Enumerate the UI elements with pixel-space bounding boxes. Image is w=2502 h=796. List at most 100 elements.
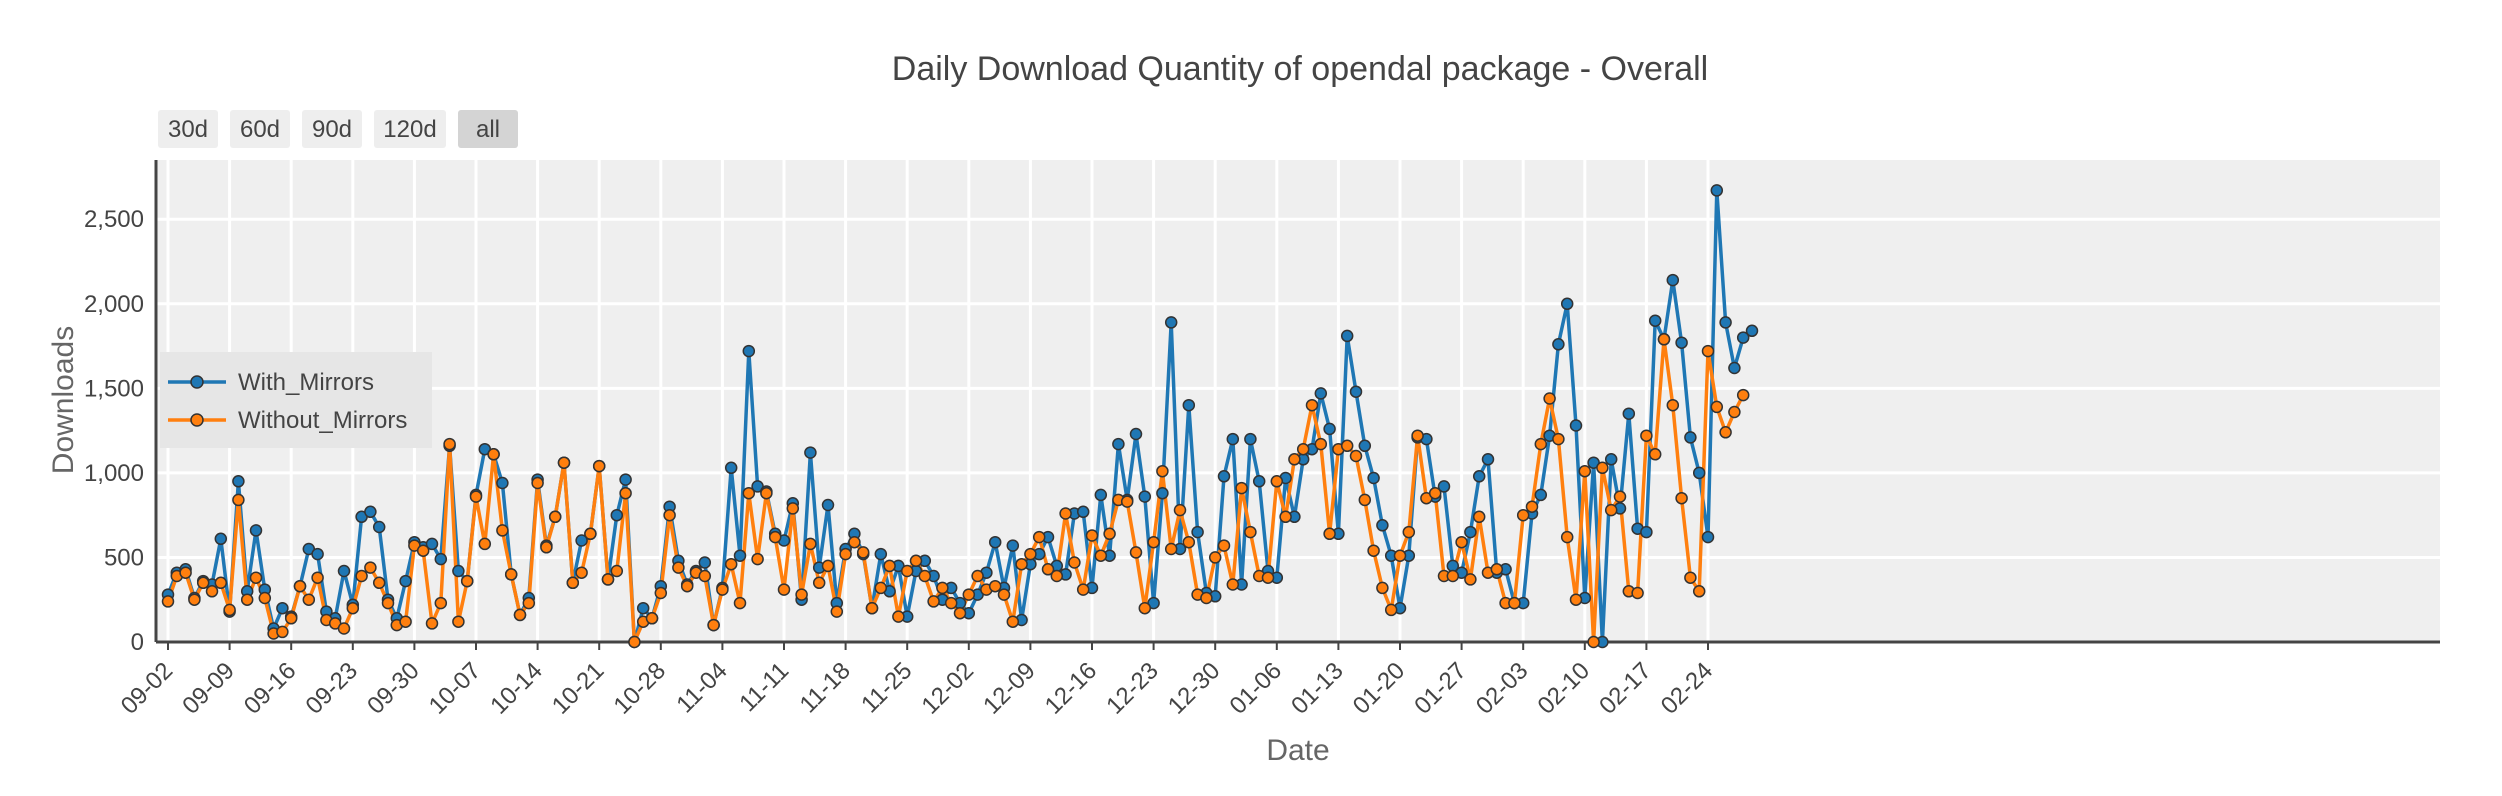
- data-point[interactable]: [1006, 539, 1020, 552]
- legend-item-with-mirrors[interactable]: With_Mirrors: [168, 369, 374, 396]
- data-point[interactable]: [1059, 507, 1072, 520]
- range-button-60d[interactable]: 60d: [230, 110, 290, 148]
- data-point[interactable]: [205, 585, 219, 598]
- data-point[interactable]: [1675, 491, 1688, 505]
- range-button-all[interactable]: all: [458, 110, 518, 148]
- data-point[interactable]: [1525, 500, 1539, 513]
- data-point[interactable]: [1182, 535, 1196, 549]
- data-point[interactable]: [276, 625, 289, 639]
- data-point[interactable]: [1349, 449, 1363, 463]
- range-button-30d[interactable]: 30d: [158, 110, 218, 148]
- data-point[interactable]: [1648, 314, 1662, 327]
- data-point[interactable]: [1604, 453, 1618, 466]
- data-point[interactable]: [1552, 432, 1565, 446]
- data-point[interactable]: [1156, 486, 1169, 500]
- data-point[interactable]: [1569, 593, 1583, 606]
- data-point[interactable]: [698, 556, 712, 569]
- data-point[interactable]: [1622, 407, 1636, 420]
- data-point[interactable]: [1631, 586, 1644, 600]
- data-point[interactable]: [1191, 525, 1204, 539]
- data-point[interactable]: [1745, 324, 1759, 338]
- data-point[interactable]: [839, 547, 852, 561]
- data-point[interactable]: [1464, 573, 1477, 586]
- data-point[interactable]: [795, 588, 808, 601]
- range-button-120d[interactable]: 120d: [374, 110, 446, 148]
- data-point[interactable]: [1376, 519, 1389, 532]
- data-point[interactable]: [1252, 475, 1266, 488]
- data-point[interactable]: [1094, 488, 1108, 502]
- data-point[interactable]: [232, 475, 245, 488]
- data-point[interactable]: [161, 595, 175, 608]
- range-button-90d[interactable]: 90d: [302, 110, 362, 148]
- data-point[interactable]: [680, 579, 694, 593]
- data-point[interactable]: [1314, 387, 1328, 400]
- data-point[interactable]: [1534, 437, 1548, 451]
- data-point[interactable]: [1200, 591, 1213, 605]
- data-point[interactable]: [1464, 525, 1477, 539]
- data-point[interactable]: [346, 601, 360, 615]
- data-point[interactable]: [188, 593, 201, 606]
- data-point[interactable]: [1613, 490, 1627, 503]
- data-point[interactable]: [865, 601, 879, 615]
- data-point[interactable]: [1728, 405, 1741, 419]
- data-point[interactable]: [452, 564, 465, 578]
- data-point[interactable]: [856, 546, 870, 559]
- data-point[interactable]: [381, 596, 395, 610]
- data-point[interactable]: [628, 635, 641, 649]
- data-point[interactable]: [1270, 475, 1284, 488]
- data-point[interactable]: [311, 571, 324, 584]
- data-point[interactable]: [557, 456, 571, 469]
- data-point[interactable]: [707, 618, 720, 632]
- data-point[interactable]: [478, 537, 492, 551]
- data-point[interactable]: [196, 576, 210, 590]
- data-point[interactable]: [997, 588, 1011, 601]
- data-point[interactable]: [1349, 385, 1363, 398]
- data-point[interactable]: [496, 476, 509, 490]
- data-point[interactable]: [425, 617, 439, 630]
- data-point[interactable]: [1244, 432, 1257, 446]
- data-point[interactable]: [1437, 480, 1451, 493]
- data-point[interactable]: [724, 461, 738, 475]
- data-point[interactable]: [751, 552, 764, 566]
- data-point[interactable]: [1068, 556, 1081, 569]
- data-point[interactable]: [1596, 461, 1609, 475]
- data-point[interactable]: [654, 586, 668, 600]
- data-point[interactable]: [1552, 338, 1565, 351]
- data-point[interactable]: [1094, 549, 1108, 562]
- data-point[interactable]: [460, 574, 474, 588]
- data-point[interactable]: [258, 591, 272, 605]
- data-point[interactable]: [302, 593, 316, 606]
- data-point[interactable]: [548, 510, 562, 524]
- data-point[interactable]: [953, 606, 967, 620]
- data-point[interactable]: [804, 537, 817, 551]
- data-point[interactable]: [584, 527, 597, 541]
- data-point[interactable]: [434, 552, 448, 566]
- data-point[interactable]: [1472, 470, 1486, 483]
- data-point[interactable]: [1710, 400, 1724, 414]
- data-point[interactable]: [337, 622, 351, 635]
- data-point[interactable]: [1719, 316, 1732, 329]
- legend-item-without-mirrors[interactable]: Without_Mirrors: [168, 407, 407, 434]
- data-point[interactable]: [1719, 426, 1732, 439]
- data-point[interactable]: [874, 547, 888, 561]
- data-point[interactable]: [566, 576, 580, 590]
- data-point[interactable]: [1164, 542, 1178, 556]
- data-point[interactable]: [724, 557, 738, 571]
- data-point[interactable]: [742, 344, 756, 358]
- data-point[interactable]: [179, 566, 192, 579]
- data-point[interactable]: [1367, 544, 1380, 557]
- data-point[interactable]: [592, 459, 606, 473]
- data-point[interactable]: [284, 612, 298, 625]
- data-point[interactable]: [1006, 615, 1020, 628]
- data-point[interactable]: [1384, 603, 1398, 617]
- data-point[interactable]: [1138, 490, 1152, 503]
- data-point[interactable]: [733, 549, 747, 562]
- data-point[interactable]: [760, 486, 773, 500]
- data-point[interactable]: [1323, 527, 1336, 541]
- data-point[interactable]: [232, 493, 245, 507]
- data-point[interactable]: [443, 437, 456, 451]
- data-point[interactable]: [276, 601, 289, 615]
- data-point[interactable]: [1516, 508, 1530, 522]
- data-point[interactable]: [337, 564, 351, 578]
- data-point[interactable]: [293, 579, 307, 593]
